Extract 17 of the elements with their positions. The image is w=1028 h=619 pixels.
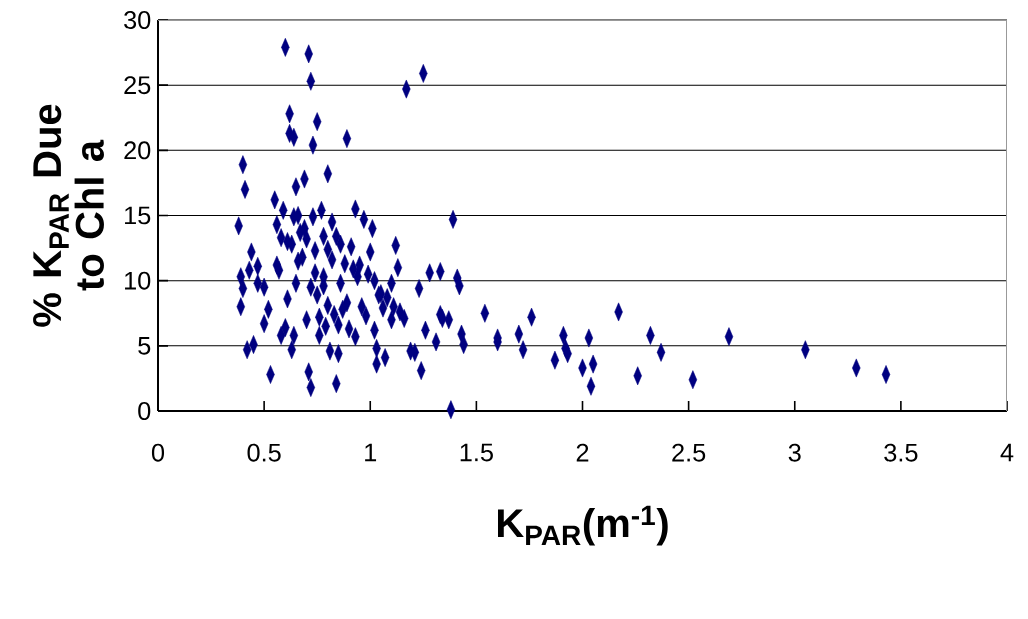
y-tick-label: 0 — [138, 402, 151, 420]
x-axis-title: K$_{PAR}$(m$^{-1}$) — [498, 505, 668, 546]
x-tick-label: 3 — [788, 443, 801, 462]
x-tick-label: 0 — [151, 443, 165, 462]
y-tick-label: 5 — [138, 337, 151, 355]
x-tick-label: 3.5 — [884, 443, 918, 462]
x-tick-label: 2.5 — [672, 443, 706, 462]
y-tick-label: 10 — [125, 271, 151, 290]
x-tick-label: 2 — [576, 443, 589, 462]
x-tick-label: 1 — [365, 443, 377, 462]
y-tick-label: 30 — [124, 11, 151, 29]
y-tick-label: 15 — [125, 206, 151, 225]
x-tick-label: 4 — [1000, 443, 1014, 462]
x-tick-label: 1.5 — [460, 443, 493, 462]
y-tick-label: 20 — [124, 141, 151, 160]
x-tick-label: 0.5 — [247, 443, 281, 462]
y-tick-label: 25 — [124, 76, 151, 95]
